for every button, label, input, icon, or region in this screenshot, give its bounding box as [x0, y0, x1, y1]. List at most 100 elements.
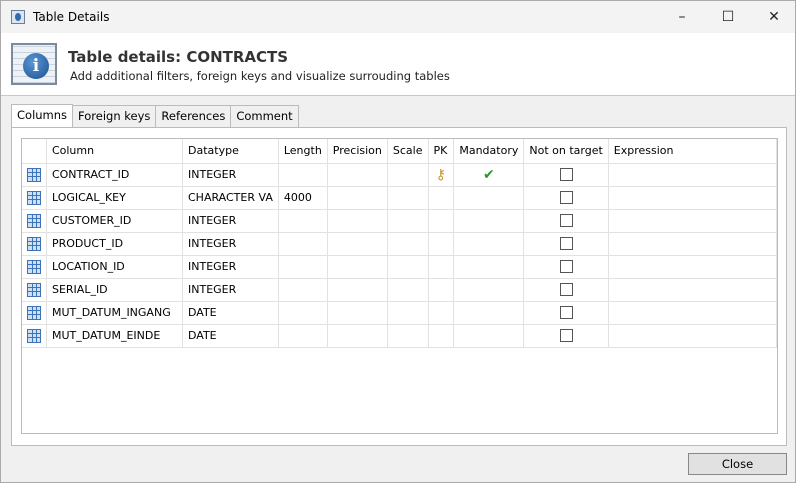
cell-mandatory[interactable] [453, 232, 525, 256]
cell-expression[interactable] [608, 232, 778, 256]
cell-not-on-target[interactable] [523, 324, 609, 348]
cell-scale[interactable] [387, 278, 429, 302]
cell-precision[interactable] [327, 163, 388, 187]
close-button[interactable]: Close [688, 453, 787, 475]
cell-scale[interactable] [387, 301, 429, 325]
cell-length[interactable] [278, 255, 328, 279]
cell-not-on-target[interactable] [523, 301, 609, 325]
cell-not-on-target[interactable] [523, 209, 609, 233]
cell-scale[interactable] [387, 255, 429, 279]
header-not-on-target[interactable]: Not on target [523, 139, 609, 164]
cell-precision[interactable] [327, 278, 388, 302]
cell-mandatory[interactable] [453, 255, 525, 279]
not-on-target-checkbox[interactable] [559, 214, 573, 228]
tab-columns[interactable]: Columns [11, 104, 74, 127]
cell-column[interactable]: SERIAL_ID [46, 278, 184, 302]
cell-scale[interactable] [387, 209, 429, 233]
cell-column[interactable]: PRODUCT_ID [46, 232, 184, 256]
header-precision[interactable]: Precision [327, 139, 388, 164]
cell-mandatory[interactable] [453, 324, 525, 348]
minimize-button[interactable]: – [678, 9, 686, 25]
cell-expression[interactable] [608, 324, 778, 348]
cell-datatype[interactable]: DATE [182, 324, 279, 348]
cell-expression[interactable] [608, 255, 778, 279]
cell-column[interactable]: MUT_DATUM_INGANG [46, 301, 184, 325]
cell-column[interactable]: CONTRACT_ID [46, 163, 184, 187]
cell-precision[interactable] [327, 209, 388, 233]
cell-length[interactable] [278, 324, 328, 348]
tab-references[interactable]: References [155, 105, 232, 127]
cell-pk[interactable]: ⚷ [428, 163, 455, 187]
cell-pk[interactable] [428, 301, 455, 325]
cell-scale[interactable] [387, 324, 429, 348]
cell-expression[interactable] [608, 163, 778, 187]
header-scale[interactable]: Scale [387, 139, 429, 164]
header-expression[interactable]: Expression [608, 139, 778, 164]
cell-datatype[interactable]: INTEGER [182, 278, 279, 302]
cell-precision[interactable] [327, 255, 388, 279]
cell-pk[interactable] [428, 324, 455, 348]
tab-comment[interactable]: Comment [230, 105, 299, 127]
not-on-target-checkbox[interactable] [559, 191, 573, 205]
cell-length[interactable]: 4000 [278, 186, 328, 210]
header-length[interactable]: Length [278, 139, 328, 164]
not-on-target-checkbox[interactable] [559, 237, 573, 251]
cell-column[interactable]: LOGICAL_KEY [46, 186, 184, 210]
cell-precision[interactable] [327, 324, 388, 348]
header-mandatory[interactable]: Mandatory [453, 139, 525, 164]
cell-column[interactable]: LOCATION_ID [46, 255, 184, 279]
cell-scale[interactable] [387, 232, 429, 256]
table-row[interactable]: MUT_DATUM_EINDE DATE [22, 324, 778, 348]
cell-expression[interactable] [608, 301, 778, 325]
cell-mandatory[interactable] [453, 278, 525, 302]
cell-datatype[interactable]: INTEGER [182, 232, 279, 256]
cell-precision[interactable] [327, 301, 388, 325]
cell-scale[interactable] [387, 186, 429, 210]
cell-pk[interactable] [428, 278, 455, 302]
close-window-button[interactable]: ✕ [768, 9, 780, 25]
header-datatype[interactable]: Datatype [182, 139, 279, 164]
cell-expression[interactable] [608, 278, 778, 302]
cell-datatype[interactable]: INTEGER [182, 255, 279, 279]
cell-datatype[interactable]: INTEGER [182, 209, 279, 233]
table-row[interactable]: MUT_DATUM_INGANG DATE [22, 301, 778, 325]
cell-column[interactable]: MUT_DATUM_EINDE [46, 324, 184, 348]
cell-length[interactable] [278, 278, 328, 302]
cell-not-on-target[interactable] [523, 278, 609, 302]
cell-not-on-target[interactable] [523, 186, 609, 210]
table-row[interactable]: SERIAL_ID INTEGER [22, 278, 778, 302]
cell-mandatory[interactable]: ✔ [453, 163, 525, 187]
not-on-target-checkbox[interactable] [559, 260, 573, 274]
cell-expression[interactable] [608, 186, 778, 210]
table-row[interactable]: PRODUCT_ID INTEGER [22, 232, 778, 256]
table-row[interactable]: CUSTOMER_ID INTEGER [22, 209, 778, 233]
maximize-button[interactable]: ☐ [721, 9, 735, 25]
cell-datatype[interactable]: DATE [182, 301, 279, 325]
cell-not-on-target[interactable] [523, 163, 609, 187]
not-on-target-checkbox[interactable] [559, 283, 573, 297]
cell-expression[interactable] [608, 209, 778, 233]
cell-pk[interactable] [428, 186, 455, 210]
cell-mandatory[interactable] [453, 186, 525, 210]
cell-pk[interactable] [428, 232, 455, 256]
not-on-target-checkbox[interactable] [559, 306, 573, 320]
cell-scale[interactable] [387, 163, 429, 187]
header-column[interactable]: Column [46, 139, 184, 164]
table-row[interactable]: CONTRACT_ID INTEGER ⚷ ✔ [22, 163, 778, 187]
not-on-target-checkbox[interactable] [559, 168, 573, 182]
cell-pk[interactable] [428, 209, 455, 233]
cell-length[interactable] [278, 301, 328, 325]
cell-datatype[interactable]: INTEGER [182, 163, 279, 187]
cell-precision[interactable] [327, 232, 388, 256]
header-pk[interactable]: PK [428, 139, 455, 164]
table-row[interactable]: LOGICAL_KEY CHARACTER VA 4000 [22, 186, 778, 210]
table-row[interactable]: LOCATION_ID INTEGER [22, 255, 778, 279]
tab-foreign-keys[interactable]: Foreign keys [72, 105, 157, 127]
cell-length[interactable] [278, 232, 328, 256]
cell-datatype[interactable]: CHARACTER VA [182, 186, 279, 210]
cell-not-on-target[interactable] [523, 232, 609, 256]
not-on-target-checkbox[interactable] [559, 329, 573, 343]
cell-not-on-target[interactable] [523, 255, 609, 279]
cell-mandatory[interactable] [453, 301, 525, 325]
cell-precision[interactable] [327, 186, 388, 210]
